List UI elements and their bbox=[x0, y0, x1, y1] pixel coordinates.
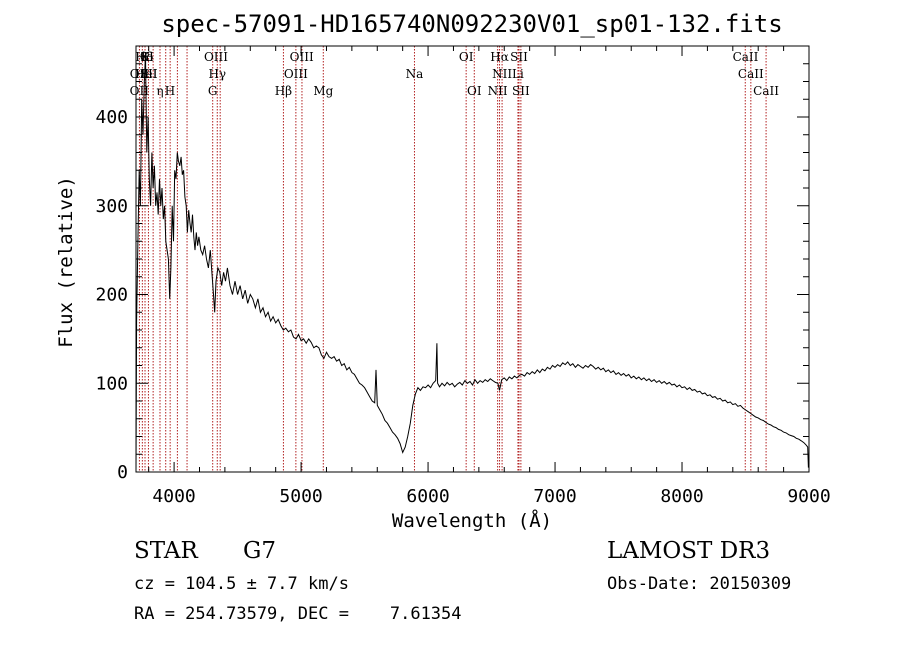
line-label: NII bbox=[492, 67, 512, 81]
x-tick-label: 6000 bbox=[406, 486, 449, 507]
object-class: STAR bbox=[134, 538, 198, 564]
line-label: SII bbox=[510, 50, 528, 64]
x-tick-label: 9000 bbox=[787, 486, 830, 507]
y-tick-label: 100 bbox=[95, 373, 128, 394]
redshift-cz: cz = 104.5 ± 7.7 km/s bbox=[134, 574, 349, 594]
y-axis-label: Flux (relative) bbox=[55, 176, 77, 348]
line-label: CaII bbox=[738, 67, 764, 81]
line-label: CaII bbox=[733, 50, 759, 64]
line-label: Hγ bbox=[208, 67, 226, 81]
object-subclass: G7 bbox=[243, 538, 277, 564]
line-label: SII bbox=[512, 84, 530, 98]
spectrum-line bbox=[135, 54, 809, 473]
line-label: Mg bbox=[313, 84, 333, 98]
line-label: H bbox=[165, 84, 175, 98]
chart-title: spec-57091-HD165740N092230V01_sp01-132.f… bbox=[161, 10, 782, 38]
line-label: HeI bbox=[135, 67, 158, 81]
y-tick-label: 0 bbox=[117, 462, 128, 483]
y-tick-label: 200 bbox=[95, 285, 128, 306]
ra-dec: RA = 254.73579, DEC = 7.61354 bbox=[134, 604, 462, 624]
line-label: OIII bbox=[290, 50, 314, 64]
line-label: H bbox=[143, 50, 153, 64]
line-label: H bbox=[135, 50, 145, 64]
line-label: NII bbox=[488, 84, 508, 98]
line-label: SII bbox=[140, 67, 158, 81]
line-label: Hβ bbox=[275, 84, 292, 98]
line-label: CaII bbox=[753, 84, 779, 98]
x-axis-label: Wavelength (Å) bbox=[392, 509, 552, 532]
line-label: OI bbox=[459, 50, 474, 64]
line-label: OIII bbox=[284, 67, 308, 81]
obs-date: Obs-Date: 20150309 bbox=[607, 574, 792, 594]
y-tick-label: 400 bbox=[95, 107, 128, 128]
x-tick-label: 4000 bbox=[152, 486, 195, 507]
y-tick-label: 300 bbox=[95, 196, 128, 217]
marker-lines bbox=[138, 46, 767, 472]
line-label: OIII bbox=[204, 50, 228, 64]
line-label: G bbox=[208, 84, 218, 98]
survey-name: LAMOST DR3 bbox=[607, 538, 771, 564]
line-label: θ bbox=[140, 50, 147, 64]
line-label: Li bbox=[512, 67, 524, 81]
line-label: OI bbox=[467, 84, 482, 98]
plot-frame bbox=[135, 45, 810, 473]
line-label: Hα bbox=[490, 50, 509, 64]
line-label: δ bbox=[146, 50, 153, 64]
x-tick-label: 8000 bbox=[660, 486, 703, 507]
axis-ticks: 4000 5000 6000 7000 8000 9000 0 100 200 300 400 bbox=[95, 46, 831, 507]
line-label: Na bbox=[406, 67, 424, 81]
line-label: η bbox=[156, 84, 163, 98]
spectrum-series bbox=[135, 54, 809, 473]
x-tick-label: 5000 bbox=[279, 486, 322, 507]
x-tick-label: 7000 bbox=[533, 486, 576, 507]
